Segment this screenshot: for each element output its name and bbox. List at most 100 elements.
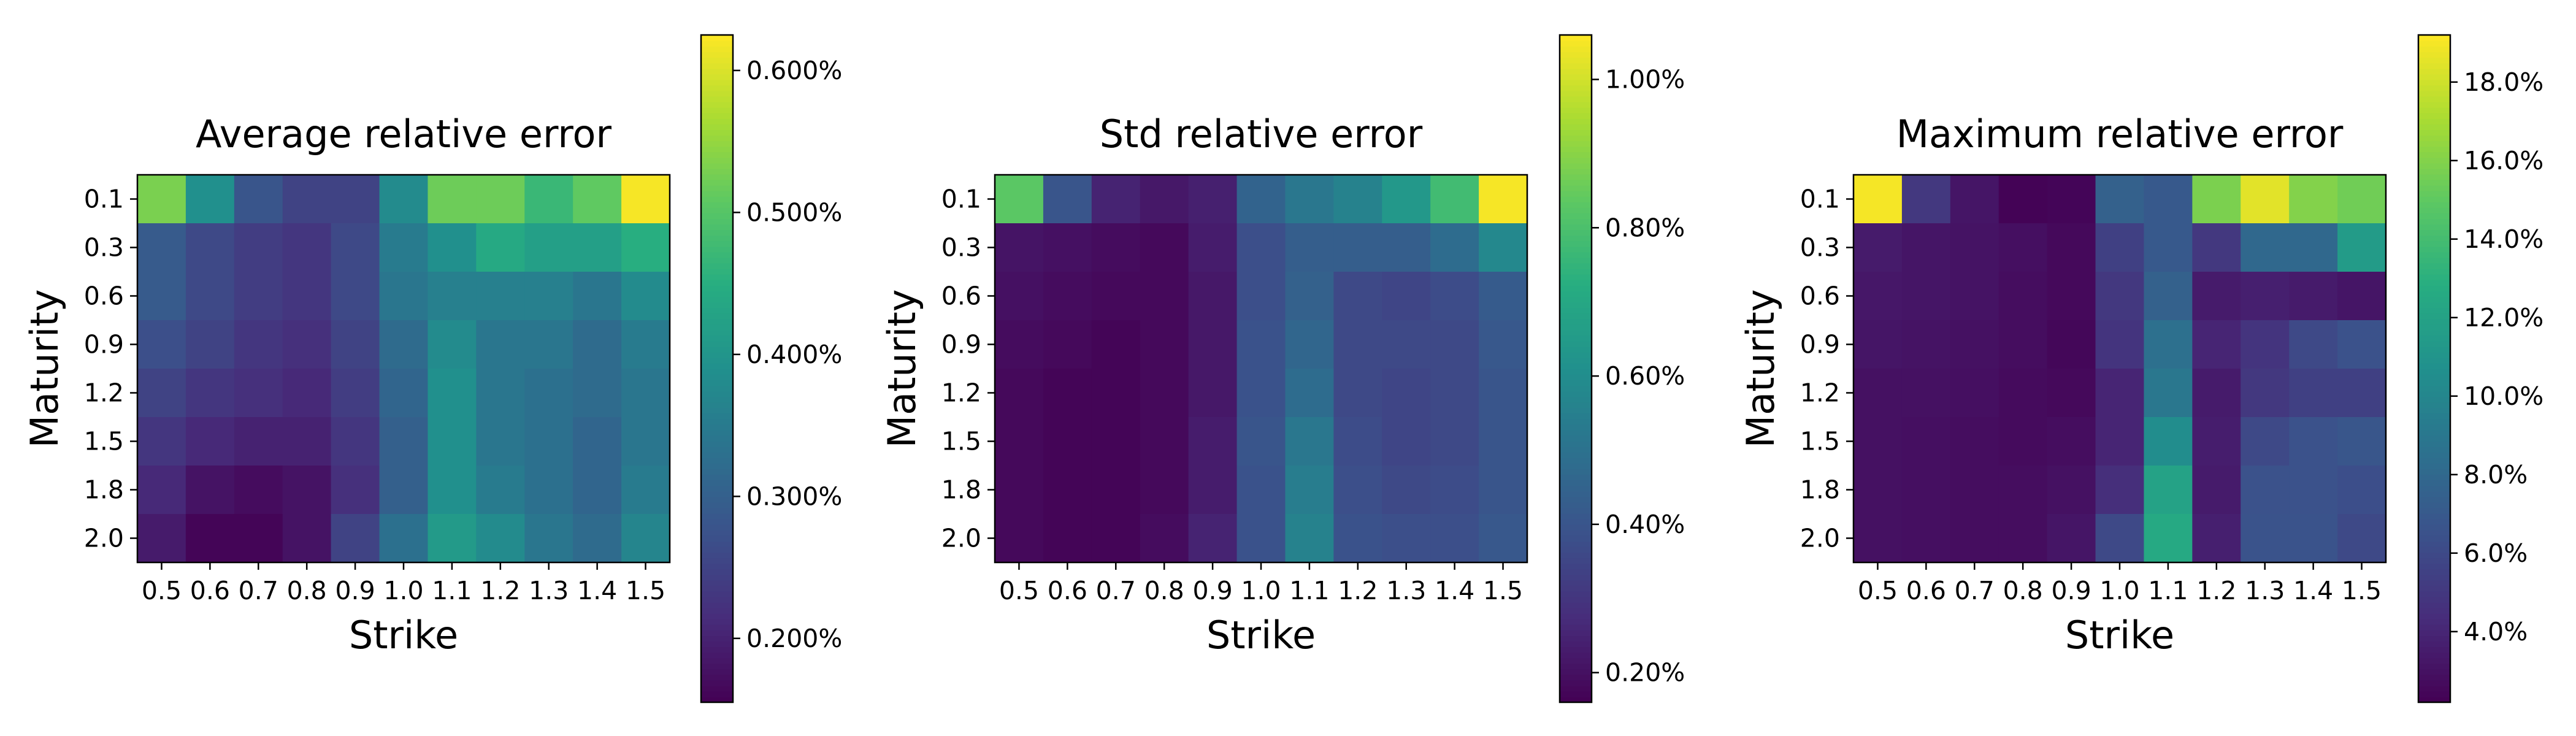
colorbar-segment xyxy=(1560,240,1592,247)
colorbar-segment xyxy=(701,641,733,648)
colorbar-segment xyxy=(1560,202,1592,208)
y-axis-label: Maturity xyxy=(22,289,67,448)
colorbar-segment xyxy=(2418,507,2450,514)
heatmap-cell xyxy=(1901,466,1951,515)
colorbar-tick-label: 10.0% xyxy=(2464,381,2543,411)
colorbar-segment xyxy=(701,224,733,231)
colorbar-segment xyxy=(1560,657,1592,664)
colorbar-segment xyxy=(701,691,733,697)
heatmap-cell xyxy=(1479,369,1528,418)
heatmap-cell xyxy=(1091,175,1141,224)
colorbar-segment xyxy=(2418,630,2450,636)
heatmap-cell xyxy=(573,175,622,224)
heatmap-cell xyxy=(621,175,670,224)
colorbar-segment xyxy=(1560,580,1592,586)
heatmap-cell xyxy=(282,175,332,224)
heatmap-cell xyxy=(1140,417,1189,466)
heatmap-cell xyxy=(1043,175,1092,224)
heatmap-cell xyxy=(137,466,186,515)
heatmap-cell xyxy=(1333,272,1382,321)
colorbar-segment xyxy=(701,369,733,375)
heatmap-cell xyxy=(2337,417,2386,466)
y-tick-label: 0.9 xyxy=(1800,330,1840,359)
heatmap-cell xyxy=(1430,466,1479,515)
heatmap-cell xyxy=(2144,369,2193,418)
heatmap-cell xyxy=(185,369,235,418)
colorbar-segment xyxy=(2418,429,2450,436)
heatmap-cell xyxy=(137,223,186,272)
x-tick-label: 1.3 xyxy=(2245,576,2285,605)
heatmap-cell xyxy=(427,369,477,418)
colorbar-segment xyxy=(701,541,733,547)
colorbar-segment xyxy=(1560,279,1592,286)
heatmap-cell xyxy=(2095,369,2145,418)
colorbar-segment xyxy=(2418,696,2450,703)
heatmap-cell xyxy=(1285,272,1334,321)
colorbar-segment xyxy=(701,429,733,436)
colorbar-segment xyxy=(1560,607,1592,614)
colorbar-segment xyxy=(701,79,733,86)
colorbar-segment xyxy=(2418,369,2450,375)
heatmap-cell xyxy=(1091,466,1141,515)
colorbar-segment xyxy=(2418,324,2450,331)
colorbar-segment xyxy=(1560,485,1592,492)
colorbar-segment xyxy=(701,74,733,80)
colorbar-segment xyxy=(2418,46,2450,52)
colorbar: 0.20% 0.40% 0.60% 0.80% 1.00% xyxy=(1558,34,1685,703)
colorbar-tick-label: 0.80% xyxy=(1605,213,1685,242)
y-tick-label: 1.8 xyxy=(84,475,124,505)
colorbar-segment xyxy=(701,96,733,102)
colorbar-segment xyxy=(1560,624,1592,631)
heatmap-cell xyxy=(1043,223,1092,272)
colorbar-segment xyxy=(701,246,733,253)
heatmap-cell xyxy=(2241,417,2290,466)
colorbar-segment xyxy=(701,235,733,242)
colorbar-segment xyxy=(2418,458,2450,464)
heatmap-cell xyxy=(2095,223,2145,272)
colorbar-segment xyxy=(701,446,733,453)
heatmap-cell xyxy=(427,514,477,563)
heatmap-cell xyxy=(1333,417,1382,466)
colorbar-segment xyxy=(701,118,733,125)
colorbar-segment xyxy=(1560,351,1592,358)
colorbar-segment xyxy=(1560,207,1592,213)
heatmap-cell xyxy=(1333,369,1382,418)
colorbar-segment xyxy=(1560,346,1592,353)
colorbar-segment xyxy=(701,324,733,331)
heatmap-cell xyxy=(379,272,429,321)
y-tick-label: 0.3 xyxy=(1800,233,1840,263)
colorbar-segment xyxy=(701,613,733,619)
colorbar-segment xyxy=(2418,474,2450,481)
colorbar-segment xyxy=(1560,263,1592,269)
colorbar-segment xyxy=(2418,674,2450,681)
colorbar-tick-label: 4.0% xyxy=(2464,617,2528,646)
colorbar-segment xyxy=(1560,380,1592,386)
colorbar-segment xyxy=(1560,669,1592,675)
heatmap-cell xyxy=(1333,175,1382,224)
colorbar-tick-label: 18.0% xyxy=(2464,67,2543,97)
colorbar-segment xyxy=(701,696,733,703)
x-tick-label: 1.4 xyxy=(577,576,617,605)
colorbar-segment xyxy=(2418,340,2450,347)
colorbar-segment xyxy=(2418,118,2450,125)
y-tick-label: 1.5 xyxy=(1800,427,1840,456)
colorbar-segment xyxy=(2418,101,2450,108)
colorbar-segment xyxy=(2418,602,2450,608)
colorbar-segment xyxy=(701,469,733,475)
colorbar-segment xyxy=(701,407,733,414)
colorbar-segment xyxy=(2418,513,2450,519)
x-tick-label: 0.5 xyxy=(142,576,182,605)
heatmap-cell xyxy=(1188,417,1238,466)
heatmap-cell xyxy=(1285,369,1334,418)
colorbar-segment xyxy=(701,402,733,408)
heatmap-cell xyxy=(1853,369,1903,418)
colorbar-segment xyxy=(701,291,733,297)
heatmap-cell xyxy=(1188,223,1238,272)
colorbar-segment xyxy=(2418,469,2450,475)
colorbar-segment xyxy=(701,563,733,570)
colorbar-segment xyxy=(1560,335,1592,342)
colorbar-segment xyxy=(701,452,733,458)
x-tick-label: 1.3 xyxy=(529,576,569,605)
heatmap-cell xyxy=(621,320,670,369)
colorbar-segment xyxy=(1560,541,1592,547)
